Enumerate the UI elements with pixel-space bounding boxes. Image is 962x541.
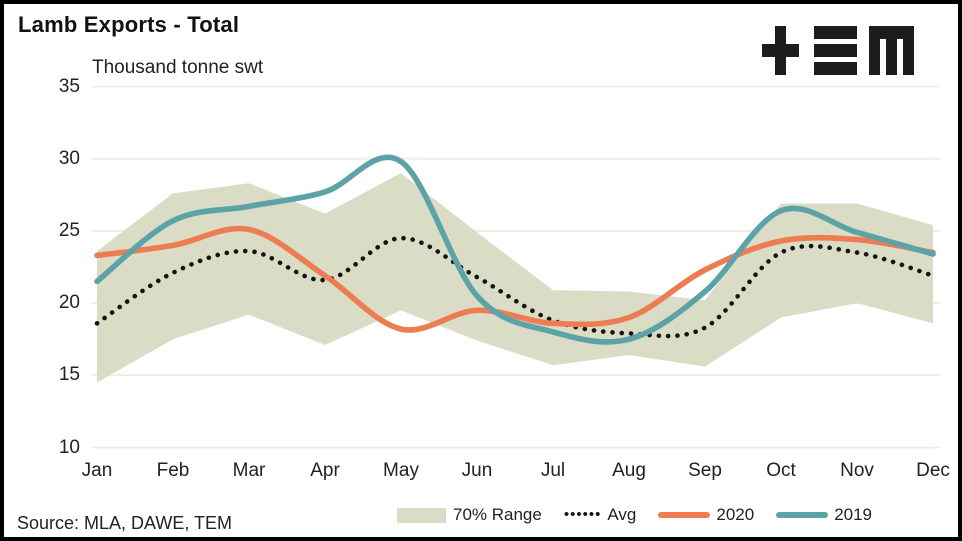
x-tick-label: Jul: [540, 460, 566, 481]
legend-item-range: 70% Range: [397, 505, 542, 525]
x-tick-label: Sep: [688, 460, 722, 481]
x-tick-label: Jun: [461, 460, 493, 481]
y-tick-label: 15: [58, 364, 80, 386]
y-tick-label: 30: [58, 147, 80, 169]
x-tick-label: Mar: [232, 460, 266, 481]
legend-item-2019: 2019: [776, 505, 872, 525]
x-tick-label: Oct: [766, 460, 796, 481]
y-tick-label: 20: [58, 292, 80, 314]
x-tick-label: May: [383, 460, 419, 481]
legend-item-2020: 2020: [658, 505, 754, 525]
x-tick-label: Apr: [310, 460, 340, 481]
source-note: Source: MLA, DAWE, TEM: [17, 513, 233, 533]
range-band-swatch-icon: [397, 507, 446, 523]
legend-item-avg: •••••• Avg: [563, 505, 637, 524]
chart-legend: 70% Range •••••• Avg 2020 2019: [397, 502, 894, 528]
tem-logo: [762, 26, 914, 75]
x-tick-label: Aug: [612, 460, 646, 481]
y-tick-label: 25: [58, 219, 80, 241]
page-title: Lamb Exports - Total: [18, 12, 240, 37]
x-tick-label: Feb: [156, 460, 190, 481]
teal-line-swatch-icon: [776, 512, 829, 518]
y-tick-label: 10: [58, 436, 80, 458]
axis-unit-label: Thousand tonne swt: [92, 57, 264, 78]
x-tick-label: Nov: [840, 460, 874, 481]
logo-bars-icon: [814, 26, 857, 39]
line-chart-plot-area: [92, 85, 940, 449]
y-tick-label: 35: [58, 75, 80, 97]
x-tick-label: Jan: [81, 460, 113, 481]
dotted-line-swatch-icon: ••••••: [563, 506, 602, 523]
orange-line-swatch-icon: [658, 512, 711, 518]
x-tick-label: Dec: [916, 460, 950, 481]
